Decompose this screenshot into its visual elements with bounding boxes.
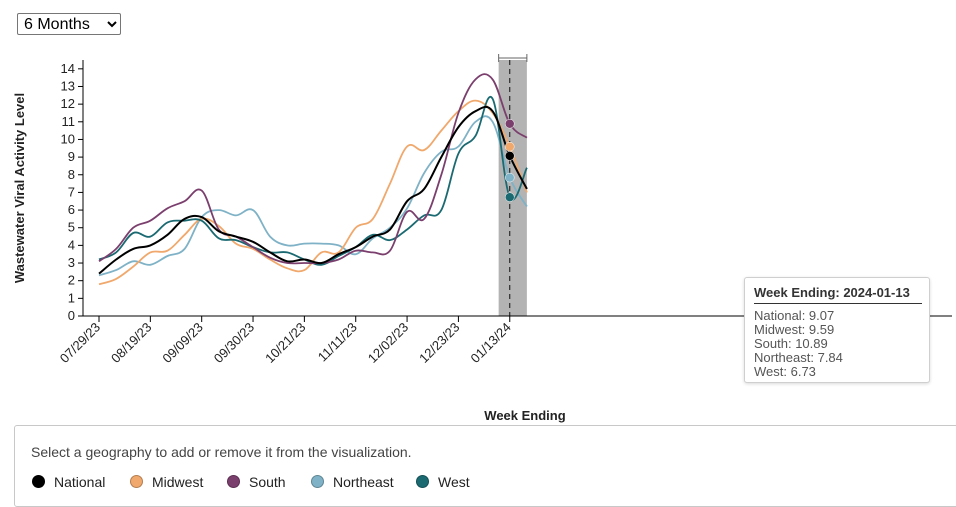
legend-item-northeast[interactable]: Northeast <box>311 473 406 491</box>
y-tick-label: 0 <box>68 308 75 323</box>
y-axis-title: Wastewater Viral Activity Level <box>12 93 27 283</box>
series-line-national <box>98 105 528 275</box>
series-line-west <box>98 95 528 266</box>
tooltip-row-west: West: 6.73 <box>754 364 816 379</box>
series-line-south <box>98 73 528 265</box>
y-tick-label: 14 <box>61 61 75 76</box>
legend-item-midwest[interactable]: Midwest <box>130 473 220 491</box>
legend-label-national: National <box>54 474 106 490</box>
tooltip-row-national: National: 9.07 <box>754 308 835 323</box>
x-tick-label: 12/23/23 <box>416 320 462 366</box>
data-point-northeast <box>505 172 515 183</box>
x-tick-label: 09/09/23 <box>159 320 205 366</box>
time-range-select[interactable]: 6 Months <box>17 13 121 35</box>
legend-item-west[interactable]: West <box>416 473 496 491</box>
y-tick-label: 13 <box>61 78 75 93</box>
data-point-national <box>505 151 515 161</box>
y-tick-label: 2 <box>68 273 75 288</box>
y-tick-label: 12 <box>61 96 75 111</box>
series-line-midwest <box>98 99 528 286</box>
legend-panel: Select a geography to add or remove it f… <box>14 425 956 507</box>
y-tick-label: 11 <box>62 114 76 129</box>
x-tick-label: 07/29/23 <box>57 320 103 366</box>
y-tick-label: 6 <box>68 202 75 217</box>
legend-dot-south <box>227 475 240 488</box>
y-tick-label: 10 <box>61 131 75 146</box>
legend-label-west: West <box>438 474 470 490</box>
data-point-south <box>505 118 515 129</box>
legend-item-south[interactable]: South <box>227 473 307 491</box>
tooltip-row-midwest: Midwest: 9.59 <box>754 322 835 337</box>
tooltip-row-northeast: Northeast: 7.84 <box>754 350 843 365</box>
data-point-west <box>505 192 515 202</box>
tooltip-row-south: South: 10.89 <box>754 336 828 351</box>
x-axis-title: Week Ending <box>484 408 565 423</box>
legend-item-national[interactable]: National <box>32 473 122 491</box>
legend-instructions: Select a geography to add or remove it f… <box>31 444 412 460</box>
x-tick-label: 12/02/23 <box>365 320 411 366</box>
y-tick-label: 5 <box>68 220 75 235</box>
x-tick-label: 09/30/23 <box>211 320 257 366</box>
y-tick-label: 9 <box>68 149 75 164</box>
x-tick-label: 10/21/23 <box>262 320 308 366</box>
legend-dot-west <box>416 475 429 488</box>
legend-dot-midwest <box>130 475 143 488</box>
legend-label-northeast: Northeast <box>333 474 394 490</box>
tooltip: Week Ending: 2024-01-13 National: 9.07 M… <box>744 277 930 383</box>
legend-label-south: South <box>249 474 286 490</box>
series-line-northeast <box>98 115 528 277</box>
highlight-band <box>498 60 527 316</box>
legend-dot-national <box>32 475 45 488</box>
data-point-midwest <box>505 141 515 152</box>
x-tick-label: 08/19/23 <box>108 320 154 366</box>
x-tick-label: 01/13/24 <box>467 320 513 366</box>
legend-dot-northeast <box>311 475 324 488</box>
y-tick-label: 1 <box>68 290 75 305</box>
y-tick-label: 4 <box>68 237 75 252</box>
legend-label-midwest: Midwest <box>152 474 204 490</box>
y-tick-label: 3 <box>68 255 75 270</box>
x-tick-label: 11/11/23 <box>315 320 360 365</box>
y-tick-label: 8 <box>68 167 75 182</box>
tooltip-title: Week Ending: 2024-01-13 <box>754 285 922 304</box>
y-tick-label: 7 <box>68 184 75 199</box>
